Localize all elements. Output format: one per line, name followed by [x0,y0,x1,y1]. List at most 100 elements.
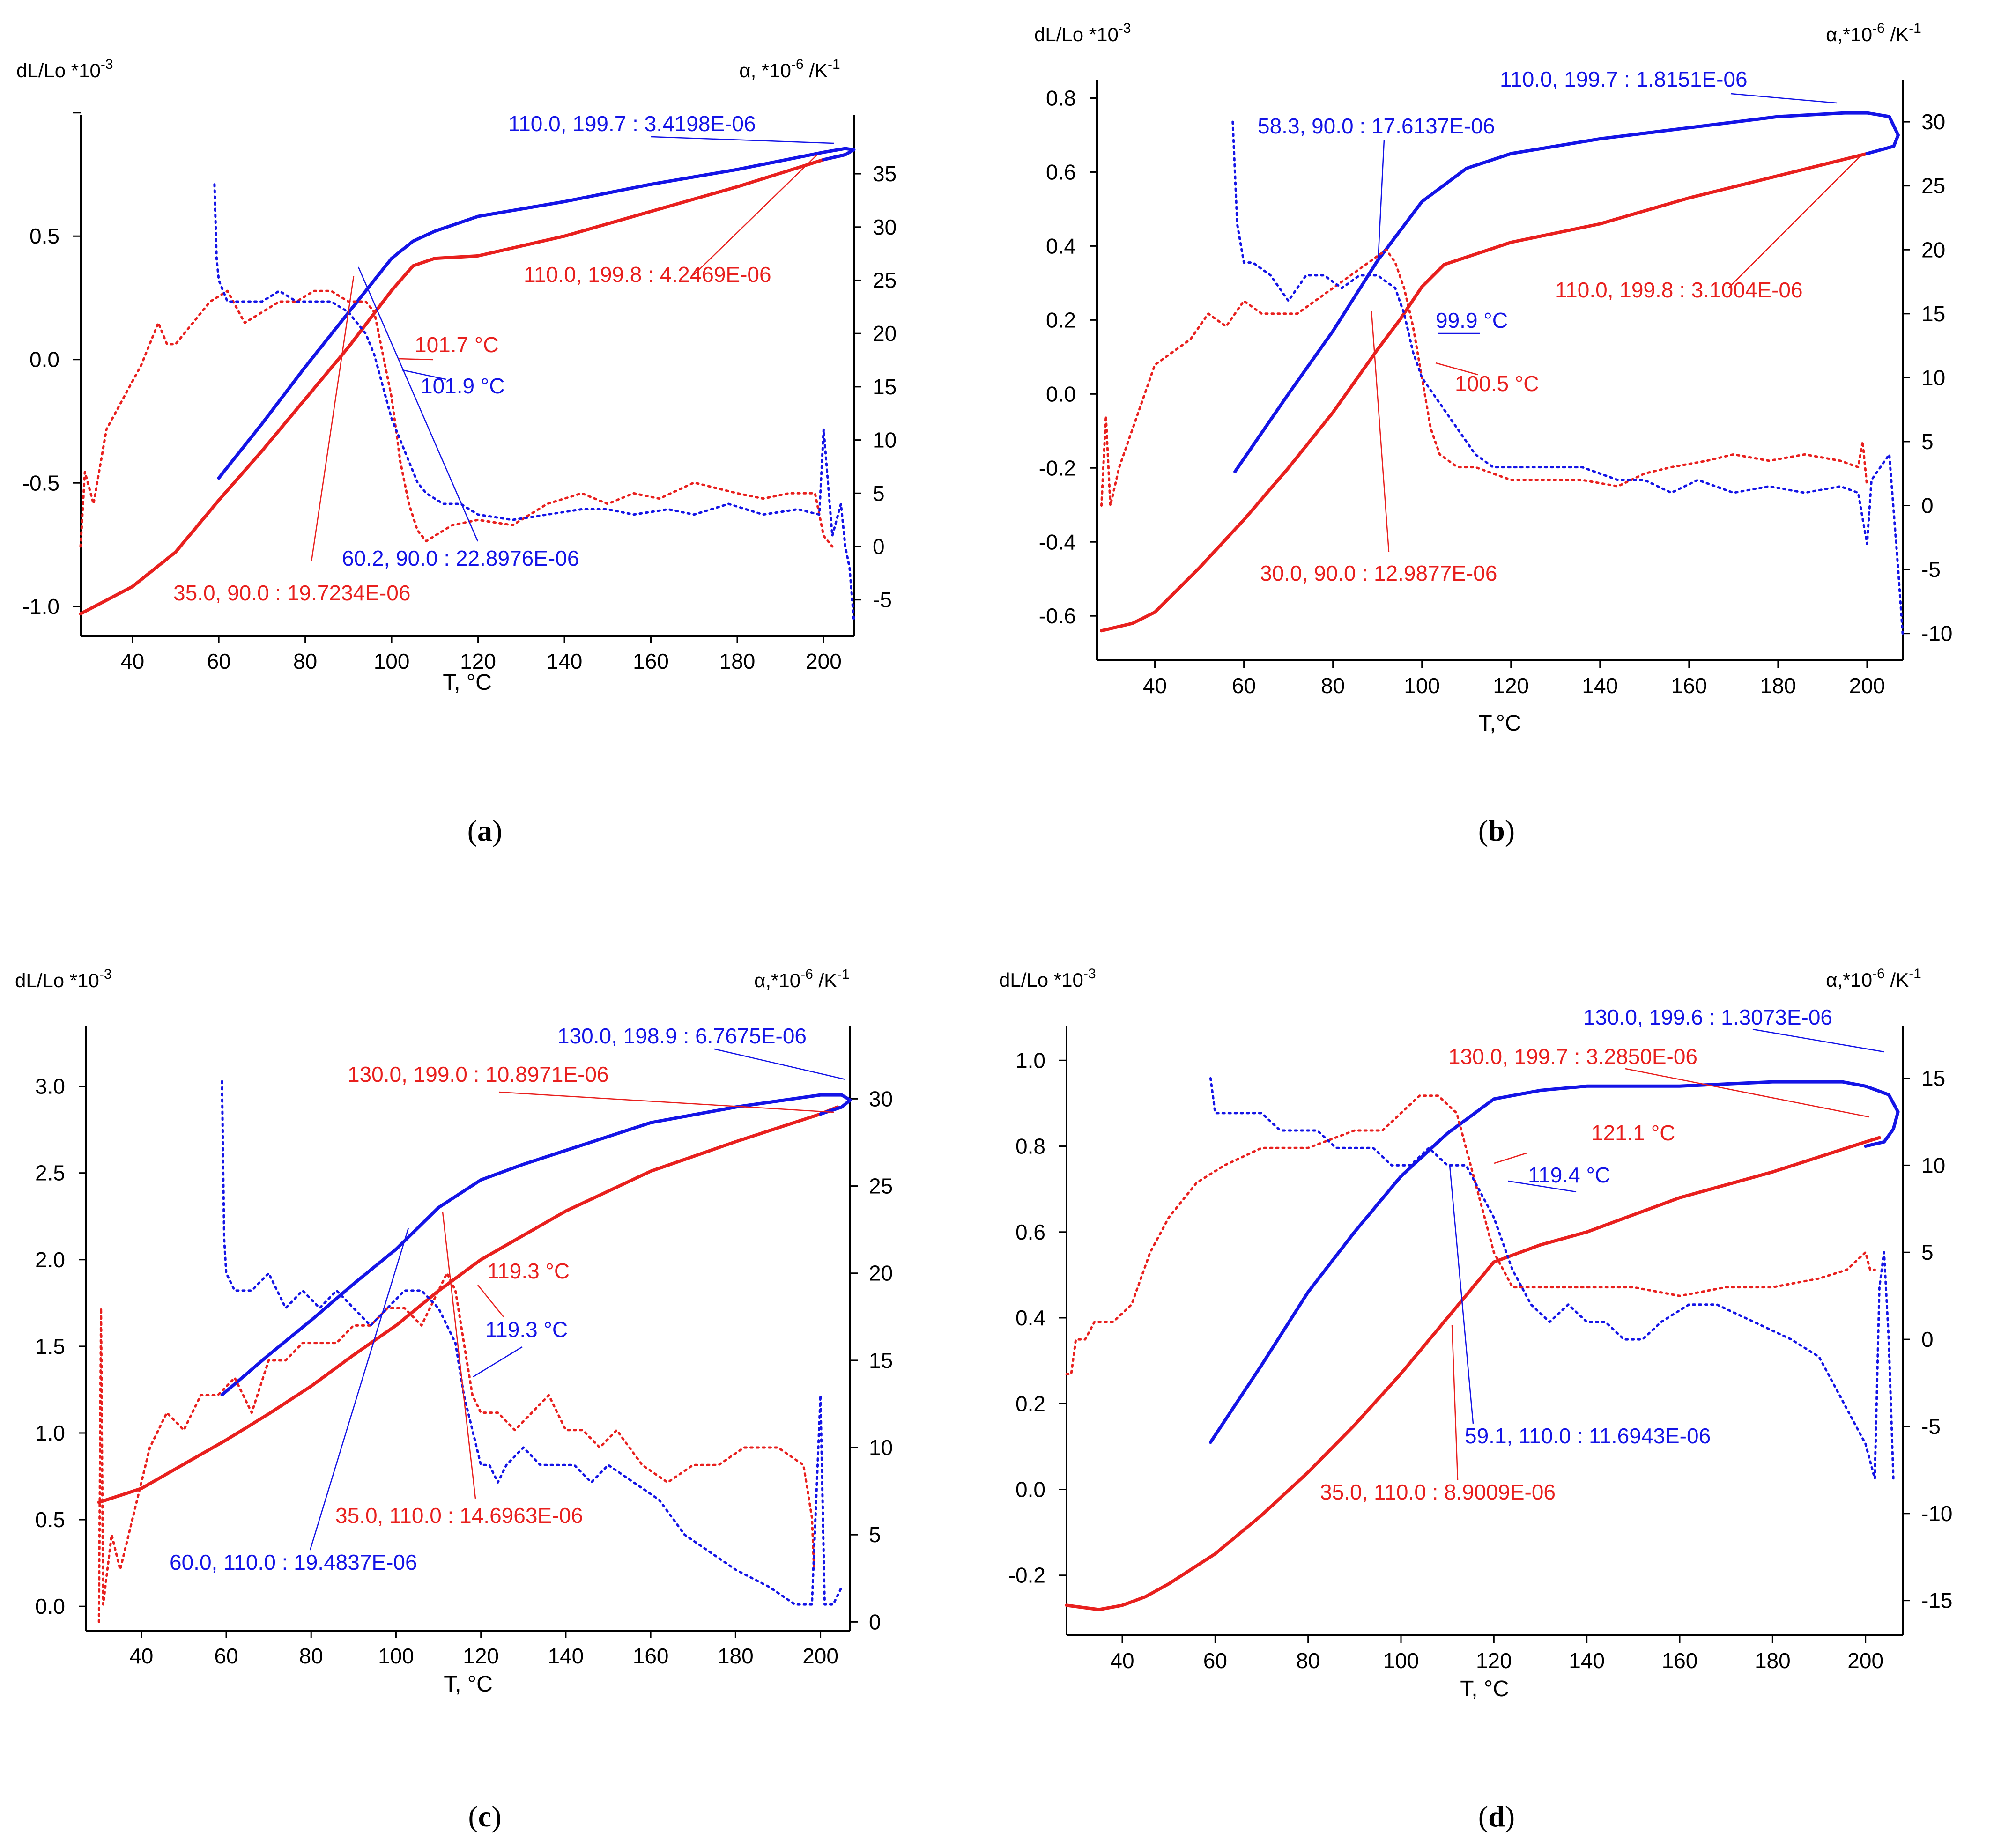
annotation-label: 59.1, 110.0 : 11.6943E-06 [1465,1424,1711,1448]
y-right-tick-label: -5 [1921,557,1941,582]
y-left-axis-title: dL/Lo *10-3 [1034,21,1131,45]
x-tick-label: 200 [806,649,842,673]
chart-panel-c: 40 60 80 100 120 140 160 180 2003.02.52.01.51.00… [15,967,893,1697]
y-right-axis-title: α,*10-6 /K-1 [1826,21,1921,45]
y-right-tick-label: 0 [873,534,885,559]
y-right-tick-label: 5 [873,481,885,505]
x-tick-label: 40 [1143,673,1167,698]
x-tick-label: 80 [299,1644,323,1668]
y-right-tick-label: 10 [869,1435,893,1460]
annotation-label: 119.3 °C [487,1259,570,1283]
chart-panel-d: 40 60 80 100 120 140 160 180 2001.00.80.60.40.20… [999,966,1952,1701]
annotation-label: 110.0, 199.7 : 3.4198E-06 [508,111,756,136]
chart-panel-b: 40 60 80 100 120 140 160 180 2000.80.60.40.20.0-… [1034,21,1952,736]
series-alpha-red [1100,248,1868,507]
y-right-tick-label: 10 [1921,1153,1945,1177]
x-tick-label: 120 [1476,1648,1512,1673]
x-tick-label: 160 [1662,1648,1698,1673]
x-tick-label: 180 [718,1644,754,1668]
y-left-axis-title: dL/Lo *10-3 [999,966,1096,991]
series-dl-lo-red [1065,1136,1881,1611]
y-right-tick-label: -10 [1921,621,1952,646]
y-right-tick-label: 20 [873,321,897,346]
y-left-tick-label: 3.0 [35,1074,65,1099]
y-left-tick-label: -0.5 [22,471,59,495]
series-dl-lo-blue [217,147,856,480]
x-tick-label: 140 [547,649,583,673]
y-left-tick-label: 0.2 [1046,308,1076,332]
y-right-tick-label: 30 [1921,110,1945,134]
annotation-leader [1508,1180,1577,1193]
annotation-leader [1728,154,1862,288]
annotation-label: 60.2, 90.0 : 22.8976E-06 [342,546,579,570]
annotation-leader [1752,1028,1884,1053]
y-left-tick-label: 1.5 [35,1334,65,1359]
annotation-label: 130.0, 199.0 : 10.8971E-06 [348,1062,609,1086]
series-dl-lo-red [97,1105,839,1504]
annotation-label: 101.9 °C [421,374,505,398]
annotation-label: 110.0, 199.7 : 1.8151E-06 [1500,67,1748,91]
x-axis-title: T, °C [443,670,492,695]
y-right-tick-label: 10 [873,428,897,452]
y-left-tick-label: 0.5 [35,1507,65,1532]
x-tick-label: 100 [1383,1648,1419,1673]
series-alpha-blue [213,183,855,622]
annotation-label: 119.4 °C [1528,1163,1610,1187]
y-right-axis-title: α,*10-6 /K-1 [754,967,850,991]
x-tick-label: 120 [460,649,496,673]
annotation-leader [309,1227,409,1551]
y-left-tick-label: 2.5 [35,1161,65,1185]
x-axis-title: T, °C [444,1672,493,1697]
annotation-label: 99.9 °C [1436,308,1508,332]
y-right-tick-label: 0 [869,1610,881,1634]
y-right-axis-title: α,*10-6 /K-1 [1826,966,1921,991]
chart-panel-a: 40 60 80 100 120 140 160 180 2000.50.0-0.5-1.035… [16,57,897,695]
y-left-tick-label: -1.0 [22,594,59,619]
y-left-tick-label: 0.0 [1046,382,1076,406]
panel-caption-b: (b) [1478,814,1515,847]
annotation-leader [1435,362,1478,376]
series-alpha-blue [221,1080,843,1606]
x-tick-label: 40 [129,1644,153,1668]
series-alpha-blue [1209,1077,1895,1480]
y-right-tick-label: -10 [1921,1501,1952,1526]
y-right-tick-label: 0 [1921,1327,1934,1352]
y-right-tick-label: 35 [873,162,897,186]
annotation-leader [311,276,355,561]
x-tick-label: 140 [1582,673,1618,698]
x-tick-label: 180 [1755,1648,1791,1673]
x-axis-title: T,°C [1478,711,1521,736]
series-alpha-blue [1231,120,1904,635]
annotation-leader [442,1212,476,1499]
annotation-label: 119.3 °C [485,1317,568,1342]
y-right-tick-label: 25 [869,1174,893,1198]
x-tick-label: 120 [1493,673,1529,698]
y-right-tick-label: 30 [869,1086,893,1111]
x-axis-title: T, °C [1460,1677,1509,1701]
x-tick-label: 200 [1847,1648,1883,1673]
series-dl-lo-blue [1233,111,1900,473]
y-right-tick-label: 20 [869,1261,893,1286]
y-left-tick-label: 0.8 [1015,1134,1045,1159]
annotation-label: 35.0, 90.0 : 19.7234E-06 [173,581,410,605]
y-right-tick-label: 15 [1921,302,1945,326]
x-tick-label: 180 [1760,673,1796,698]
annotation-leader [398,358,434,361]
y-right-tick-label: -5 [873,588,892,612]
x-tick-label: 40 [1110,1648,1134,1673]
y-left-tick-label: -0.6 [1039,604,1076,628]
annotation-label: 35.0, 110.0 : 8.9009E-06 [1320,1480,1556,1504]
x-tick-label: 200 [1849,673,1885,698]
annotation-label: 100.5 °C [1455,371,1539,396]
y-right-axis-title: α, *10-6 /K-1 [739,57,840,81]
x-tick-label: 180 [719,649,756,673]
annotation-leader [477,1285,504,1317]
annotation-leader [357,266,479,542]
y-left-tick-label: 1.0 [35,1421,65,1445]
annotation-label: 110.0, 199.8 : 3.1004E-06 [1555,278,1803,302]
y-left-tick-label: 0.5 [30,224,59,248]
panel-caption-d: (d) [1478,1800,1515,1833]
y-left-tick-label: 2.0 [35,1248,65,1272]
annotation-label: 121.1 °C [1591,1121,1675,1145]
annotation-leader [1625,1068,1869,1118]
